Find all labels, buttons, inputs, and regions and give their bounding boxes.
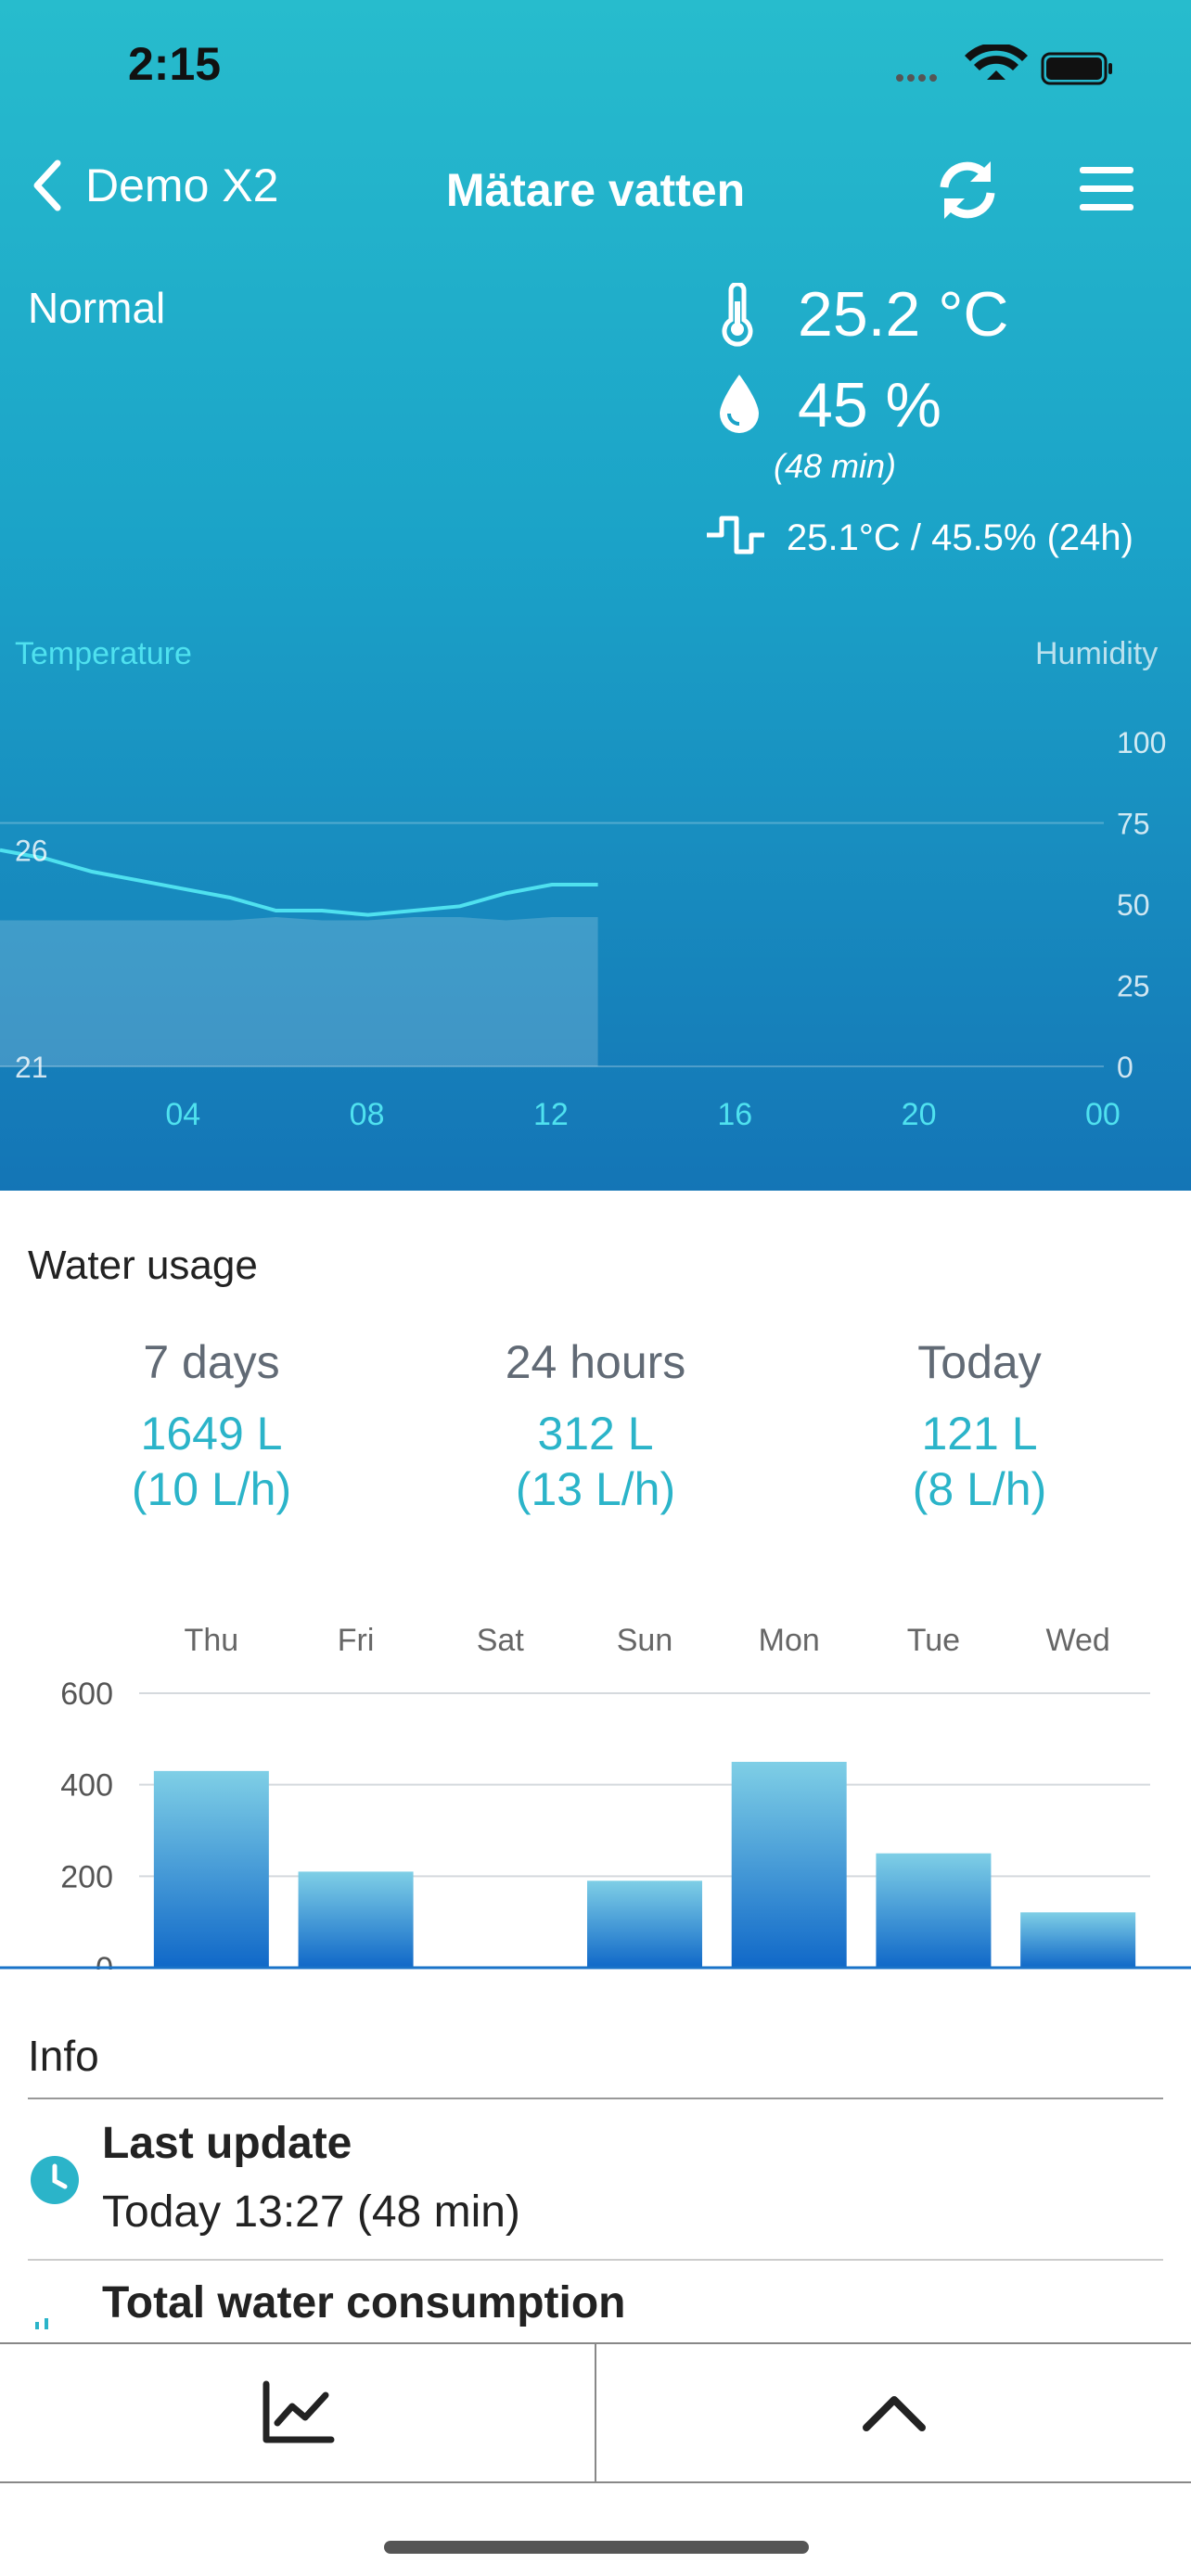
- usage-bar: [153, 1770, 269, 1968]
- clock-icon: [31, 2156, 79, 2204]
- usage-label: 24 hours: [505, 1336, 686, 1388]
- bar-day-label: Mon: [759, 1623, 820, 1658]
- wifi-icon: [965, 45, 1028, 80]
- bar-day-label: Wed: [1045, 1623, 1109, 1658]
- bar-y-tick: 200: [60, 1859, 113, 1894]
- usage-bar: [731, 1762, 847, 1968]
- humidity-tick: 0: [1117, 1051, 1133, 1084]
- usage-rate: (13 L/h): [515, 1463, 676, 1515]
- temperature-line: [0, 848, 598, 917]
- battery-icon: [1041, 52, 1112, 85]
- sensor-state: Normal: [28, 284, 166, 332]
- usage-bar: [298, 1871, 414, 1968]
- water-usage-chart: 600 400 200 0 Thu Fri Sat Sun Mon Tue Wed: [0, 1623, 1191, 1970]
- usage-today: Today 121 L (8 L/h): [785, 1335, 1174, 1517]
- reading-age: (48 min): [774, 447, 897, 485]
- bar-day-label: Tue: [907, 1623, 960, 1658]
- collapse-button[interactable]: [595, 2344, 1191, 2481]
- bar-day-label: Sat: [477, 1623, 525, 1658]
- temperature-value: 25.2 °C: [798, 279, 1009, 350]
- cellular-signal-icon: [896, 74, 937, 82]
- average-value: 25.1°C / 45.5% (24h): [787, 517, 1133, 558]
- usage-label: Today: [917, 1336, 1042, 1388]
- usage-total: 1649 L: [140, 1408, 283, 1460]
- usage-total: 121 L: [921, 1408, 1038, 1460]
- hour-tick: 04: [165, 1097, 200, 1132]
- chevron-left-icon: [33, 159, 61, 211]
- graph-button[interactable]: [0, 2344, 595, 2481]
- info-title: Info: [28, 2032, 99, 2080]
- humidity-area: [0, 917, 598, 1066]
- humidity-tick: 100: [1117, 726, 1166, 759]
- usage-bar: [1020, 1912, 1136, 1968]
- home-indicator: [384, 2541, 809, 2554]
- total-consumption-label: Total water consumption: [102, 2278, 626, 2327]
- bar-y-tick: 600: [60, 1677, 113, 1712]
- chevron-up-icon: [862, 2396, 926, 2431]
- usage-24-hours: 24 hours 312 L (13 L/h): [401, 1335, 790, 1517]
- chart-line-icon: [263, 2380, 334, 2443]
- page-title: Mätare vatten: [445, 164, 746, 216]
- last-update-value: Today 13:27 (48 min): [102, 2187, 520, 2237]
- hour-tick: 20: [902, 1097, 937, 1132]
- usage-total: 312 L: [537, 1408, 654, 1460]
- hour-tick: 12: [533, 1097, 569, 1132]
- water-usage-title: Water usage: [28, 1243, 258, 1288]
- usage-rate: (8 L/h): [912, 1463, 1047, 1515]
- usage-bar: [587, 1881, 702, 1968]
- status-time: 2:15: [128, 38, 222, 90]
- humidity-value: 45 %: [798, 370, 941, 440]
- consumption-icon: [35, 2318, 48, 2329]
- status-icons: [896, 45, 1112, 85]
- hamburger-icon[interactable]: [1078, 163, 1135, 215]
- hour-tick: 00: [1085, 1097, 1121, 1132]
- refresh-icon[interactable]: [937, 158, 998, 223]
- bar-day-label: Fri: [338, 1623, 375, 1658]
- info-divider: [28, 2098, 1163, 2099]
- temperature-axis-title: Temperature: [15, 636, 192, 671]
- bar-y-tick: 400: [60, 1768, 113, 1804]
- bar-day-label: Thu: [185, 1623, 239, 1658]
- bar-y-tick: 0: [96, 1951, 113, 1970]
- temperature-tick: 26: [15, 835, 48, 868]
- back-button[interactable]: Demo X2: [28, 158, 278, 213]
- bottom-toolbar: [0, 2342, 1191, 2483]
- hour-tick: 16: [717, 1097, 752, 1132]
- back-label: Demo X2: [85, 159, 279, 211]
- humidity-axis-title: Humidity: [1035, 636, 1159, 671]
- usage-bar: [876, 1853, 992, 1968]
- usage-rate: (10 L/h): [131, 1463, 292, 1515]
- usage-label: 7 days: [143, 1336, 280, 1388]
- row-divider: [28, 2259, 1163, 2261]
- humidity-tick: 25: [1117, 970, 1150, 1003]
- sensor-header: 2:15 Demo X2 Mätare vatten Normal: [0, 0, 1191, 1191]
- climate-chart: 100 75 50 25 0 26 21 04 08 12 16 20 00: [0, 726, 1166, 1132]
- last-update-label: Last update: [102, 2119, 352, 2168]
- bar-day-label: Sun: [617, 1623, 673, 1658]
- drop-icon: [720, 375, 759, 433]
- thermometer-icon: [722, 283, 753, 347]
- usage-7-days: 7 days 1649 L (10 L/h): [17, 1335, 406, 1517]
- hour-tick: 08: [350, 1097, 385, 1132]
- temperature-tick: 21: [15, 1051, 48, 1084]
- step-wave-icon: [707, 516, 764, 555]
- humidity-tick: 75: [1117, 808, 1150, 841]
- humidity-tick: 50: [1117, 888, 1150, 922]
